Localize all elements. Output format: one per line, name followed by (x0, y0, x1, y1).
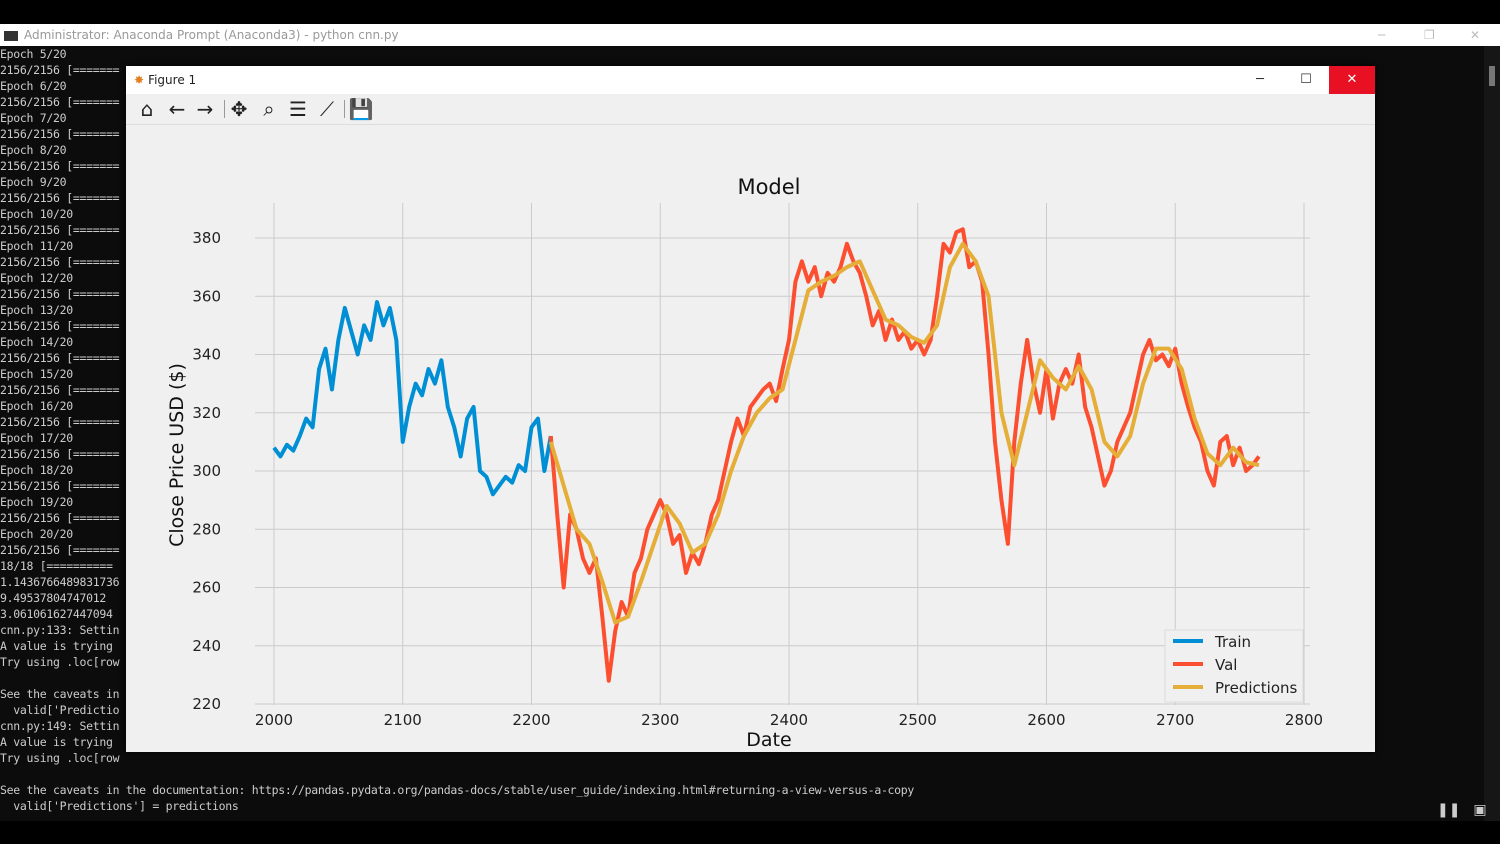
console-line: 2156/2156 [======= (0, 543, 120, 557)
console-line: Epoch 17/20 (0, 431, 73, 445)
y-tick-label: 320 (192, 404, 221, 422)
subplots-config-icon[interactable]: ☰ (289, 97, 307, 121)
figure-title: Figure 1 (148, 73, 197, 87)
y-tick-label: 260 (192, 579, 221, 597)
edit-axes-icon[interactable]: ⟋ (320, 97, 334, 121)
y-tick-label: 380 (192, 229, 221, 247)
console-line: Epoch 9/20 (0, 175, 67, 189)
series-line-predictions (548, 241, 1260, 625)
y-tick-label: 240 (192, 637, 221, 655)
x-tick-label: 2400 (770, 711, 808, 729)
pan-icon[interactable]: ✥ (230, 97, 248, 121)
console-line: 2156/2156 [======= (0, 63, 120, 77)
matplotlib-icon: ✸ (134, 73, 145, 87)
console-line: A value is trying (0, 735, 113, 749)
console-line: 3.061061627447094 (0, 607, 113, 621)
console-line: 2156/2156 [======= (0, 415, 120, 429)
console-line: Epoch 7/20 (0, 111, 67, 125)
x-tick-label: 2500 (899, 711, 937, 729)
figure-minimize-button[interactable]: ─ (1256, 72, 1264, 87)
console-line: valid['Predictions'] = predictions (0, 799, 239, 813)
console-line: 2156/2156 [======= (0, 255, 120, 269)
console-line: Epoch 20/20 (0, 527, 73, 541)
console-line: See the caveats in (0, 687, 120, 701)
console-line: 1.1436766489831736 (0, 575, 120, 589)
console-line: 2156/2156 [======= (0, 319, 120, 333)
y-tick-label: 220 (192, 695, 221, 713)
figure-maximize-button[interactable]: ☐ (1300, 72, 1312, 87)
series-line-val (548, 227, 1261, 683)
y-tick-label: 280 (192, 520, 221, 538)
figure-close-button[interactable]: ✕ (1329, 66, 1375, 94)
legend-label: Train (1214, 633, 1251, 651)
console-line: 2156/2156 [======= (0, 479, 120, 493)
console-line: 2156/2156 [======= (0, 127, 120, 141)
console-line: A value is trying (0, 639, 113, 653)
x-axis-label: Date (746, 729, 791, 751)
console-line: 18/18 [========== (0, 559, 113, 573)
minimize-button[interactable]: ─ (1378, 28, 1386, 42)
console-line: Epoch 13/20 (0, 303, 73, 317)
x-tick-label: 2600 (1027, 711, 1065, 729)
console-line: Epoch 10/20 (0, 207, 73, 221)
x-tick-label: 2000 (255, 711, 293, 729)
console-line: 2156/2156 [======= (0, 95, 120, 109)
console-line: 9.49537804747012 (0, 591, 106, 605)
console-line: cnn.py:133: Settin (0, 623, 120, 637)
x-tick-label: 2200 (512, 711, 550, 729)
series-line-train (272, 300, 553, 497)
console-line: Epoch 6/20 (0, 79, 67, 93)
console-line: Epoch 16/20 (0, 399, 73, 413)
console-line: Epoch 8/20 (0, 143, 67, 157)
console-line: 2156/2156 [======= (0, 191, 120, 205)
y-axis-label: Close Price USD ($) (166, 363, 188, 547)
chart-title: Model (737, 175, 800, 199)
terminal-output: Epoch 5/20 2156/2156 [======= Epoch 6/20 21… (0, 46, 914, 814)
console-line: 2156/2156 [======= (0, 287, 120, 301)
console-line: Try using .loc[row (0, 751, 120, 765)
console-line: 2156/2156 [======= (0, 511, 120, 525)
console-line: Epoch 5/20 (0, 47, 67, 61)
console-line: Epoch 18/20 (0, 463, 73, 477)
console-line: Epoch 14/20 (0, 335, 73, 349)
console-line: 2156/2156 [======= (0, 383, 120, 397)
console-line: 2156/2156 [======= (0, 223, 120, 237)
console-line: Epoch 12/20 (0, 271, 73, 285)
console-line: Try using .loc[row (0, 655, 120, 669)
screen-icon[interactable]: ▣ (1473, 802, 1487, 818)
x-tick-label: 2100 (384, 711, 422, 729)
zoom-icon[interactable]: ⌕ (263, 97, 275, 121)
console-line: Epoch 15/20 (0, 367, 73, 381)
console-line: See the caveats in the documentation: ht… (0, 783, 915, 797)
console-line: valid['Predictio (0, 703, 120, 717)
x-tick-label: 2700 (1156, 711, 1194, 729)
close-button[interactable]: ✕ (1470, 28, 1481, 42)
terminal-icon (4, 30, 18, 41)
toolbar: ⌂ ← → ✥ ⌕ ☰ ⟋ 💾 (126, 94, 1375, 125)
maximize-button[interactable]: ❐ (1424, 28, 1435, 42)
terminal-title-bar: Administrator: Anaconda Prompt (Anaconda… (0, 24, 1500, 46)
legend-label: Predictions (1215, 679, 1298, 697)
console-line: cnn.py:149: Settin (0, 719, 120, 733)
y-tick-label: 300 (192, 462, 221, 480)
x-tick-label: 2800 (1285, 711, 1323, 729)
pause-icon[interactable]: ❚❚ (1437, 802, 1461, 818)
y-tick-label: 360 (192, 287, 221, 305)
figure-title-bar: ✸ Figure 1 ─ ☐ ✕ (126, 66, 1375, 94)
console-line: Epoch 11/20 (0, 239, 73, 253)
x-tick-label: 2300 (641, 711, 679, 729)
y-tick-label: 340 (192, 346, 221, 364)
save-icon[interactable]: 💾 (348, 97, 374, 121)
terminal-title: Administrator: Anaconda Prompt (Anaconda… (24, 28, 399, 42)
forward-arrow-icon[interactable]: → (196, 97, 214, 121)
home-icon[interactable]: ⌂ (140, 97, 154, 121)
console-line: 2156/2156 [======= (0, 159, 120, 173)
console-line: 2156/2156 [======= (0, 351, 120, 365)
scrollbar[interactable] (1484, 46, 1500, 821)
console-line: Epoch 19/20 (0, 495, 73, 509)
legend-label: Val (1215, 656, 1237, 674)
back-arrow-icon[interactable]: ← (168, 97, 186, 121)
console-line: 2156/2156 [======= (0, 447, 120, 461)
